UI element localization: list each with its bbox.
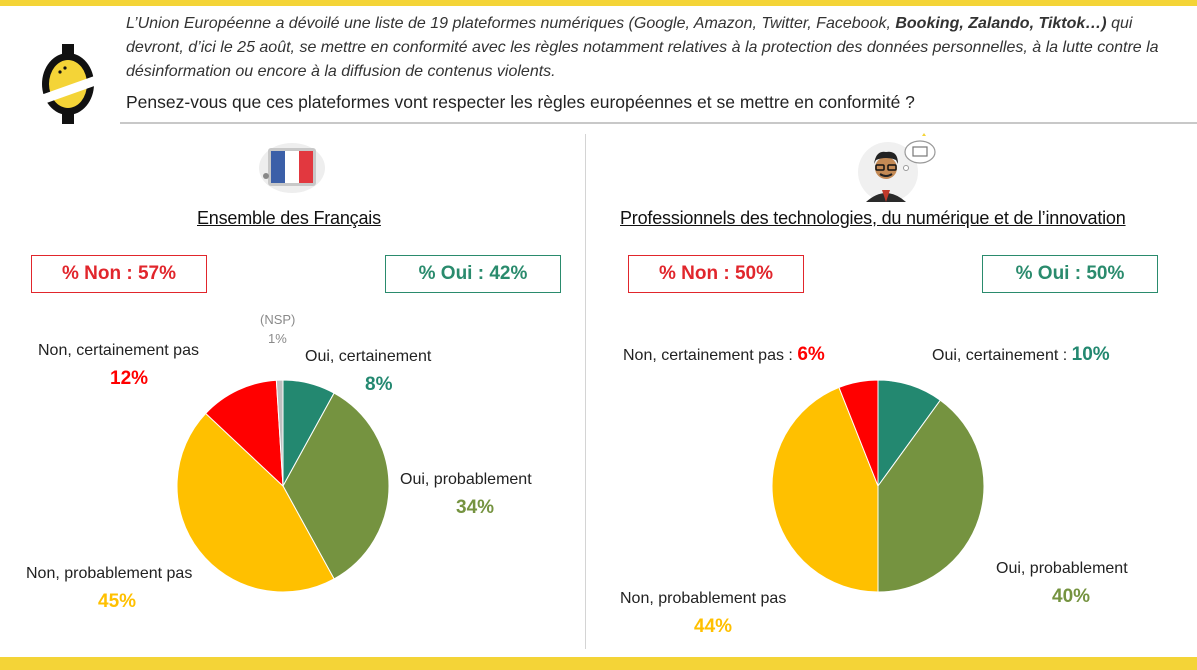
- label-non-certainement: Non, certainement pas : 6%: [623, 344, 825, 365]
- pie-french-slice-nsp: [275, 379, 284, 487]
- total-oui-box: % Oui : 42%: [385, 255, 561, 293]
- pct-non-certainement: 12%: [110, 368, 149, 389]
- pie-chart-professionals: [771, 379, 985, 593]
- pct-oui-certainement: 10%: [1071, 344, 1110, 365]
- pct-oui-probablement: 34%: [456, 497, 495, 518]
- total-non-box: % Non : 50%: [628, 255, 804, 293]
- intro-text: L’Union Européenne a dévoilé une liste d…: [126, 15, 1159, 80]
- pie-french-slice-non-probablement-pas: [176, 412, 335, 593]
- panel-tech-professionals: Professionnels des technologies, du numé…: [586, 124, 1197, 654]
- label-non-probablement: Non, probablement pas: [620, 590, 787, 607]
- french-flag-icon: [259, 143, 325, 193]
- pie-chart-french: [176, 379, 390, 593]
- label-non-probablement: Non, probablement pas: [26, 565, 193, 582]
- survey-question: Pensez-vous que ces plateformes vont res…: [126, 92, 915, 112]
- pie-french-slice-non-certainement-pas: [205, 379, 284, 488]
- top-accent-bar: [0, 0, 1197, 6]
- panel-title: Ensemble des Français: [197, 208, 381, 228]
- tech-professional-icon: [858, 133, 936, 202]
- pie-pro-slice-non-probablement-pas: [771, 386, 879, 593]
- pie-pro-slice-oui-probablement: [877, 399, 985, 593]
- header-divider: [120, 122, 1197, 124]
- bottom-accent-bar: [0, 657, 1197, 670]
- label-oui-certainement: Oui, certainement: [305, 348, 432, 365]
- total-non-box: % Non : 57%: [31, 255, 207, 293]
- panel-divider: [585, 134, 586, 649]
- pct-oui-probablement: 40%: [1052, 586, 1091, 607]
- panel-title: Professionnels des technologies, du numé…: [620, 208, 1126, 228]
- pct-oui-certainement: 8%: [365, 374, 393, 395]
- pct-non-probablement: 44%: [694, 616, 733, 637]
- brand-logo-icon: [38, 44, 100, 124]
- pie-pro-slice-non-certainement-pas: [838, 379, 879, 487]
- panel-french-public: Ensemble des Français % Non : 57% % Oui …: [0, 124, 585, 654]
- pct-non-certainement: 6%: [797, 344, 825, 365]
- label-oui-probablement: Oui, probablement: [996, 560, 1128, 577]
- pie-french-slice-oui-probablement: [282, 392, 390, 580]
- label-oui-certainement: Oui, certainement : 10%: [932, 344, 1110, 365]
- label-non-certainement: Non, certainement pas: [38, 342, 199, 359]
- total-oui-box: % Oui : 50%: [982, 255, 1158, 293]
- pct-nsp: 1%: [268, 331, 287, 346]
- pct-non-probablement: 45%: [98, 591, 137, 612]
- label-nsp: (NSP): [260, 312, 296, 327]
- label-oui-probablement: Oui, probablement: [400, 471, 532, 488]
